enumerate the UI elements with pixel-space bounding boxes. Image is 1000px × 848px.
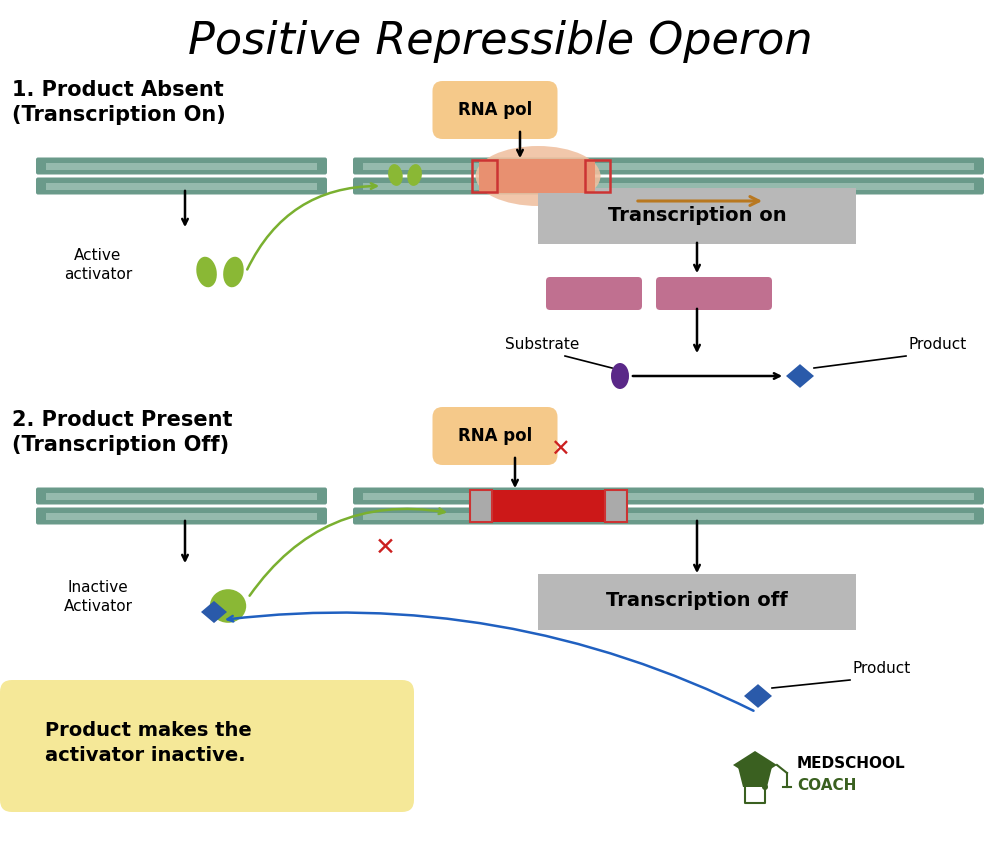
FancyBboxPatch shape — [470, 490, 620, 522]
FancyBboxPatch shape — [36, 488, 327, 505]
Text: Substrate: Substrate — [505, 337, 579, 352]
Text: Product: Product — [908, 337, 966, 352]
FancyBboxPatch shape — [353, 177, 984, 194]
FancyBboxPatch shape — [432, 407, 558, 465]
Text: Product: Product — [852, 661, 910, 676]
FancyBboxPatch shape — [353, 507, 984, 525]
Polygon shape — [738, 767, 772, 787]
FancyBboxPatch shape — [46, 512, 317, 520]
FancyBboxPatch shape — [363, 163, 974, 170]
Polygon shape — [733, 751, 777, 779]
FancyBboxPatch shape — [36, 177, 327, 194]
FancyBboxPatch shape — [538, 574, 856, 630]
Text: 1. Product Absent
(Transcription On): 1. Product Absent (Transcription On) — [12, 80, 226, 125]
Text: Active
activator: Active activator — [64, 248, 132, 282]
FancyBboxPatch shape — [46, 182, 317, 189]
Text: ✕: ✕ — [550, 438, 570, 462]
Text: ✕: ✕ — [374, 536, 396, 560]
Text: RNA pol: RNA pol — [458, 101, 532, 119]
FancyBboxPatch shape — [36, 507, 327, 525]
Text: COACH: COACH — [797, 778, 856, 793]
FancyBboxPatch shape — [432, 81, 558, 139]
FancyBboxPatch shape — [353, 158, 984, 175]
FancyBboxPatch shape — [363, 182, 974, 189]
Text: 2. Product Present
(Transcription Off): 2. Product Present (Transcription Off) — [12, 410, 232, 455]
FancyBboxPatch shape — [656, 277, 772, 310]
FancyBboxPatch shape — [46, 493, 317, 499]
Polygon shape — [201, 601, 227, 623]
Polygon shape — [744, 684, 772, 708]
FancyBboxPatch shape — [546, 277, 642, 310]
Text: Transcription on: Transcription on — [608, 205, 786, 225]
FancyBboxPatch shape — [353, 488, 984, 505]
Ellipse shape — [196, 257, 217, 287]
Polygon shape — [786, 364, 814, 388]
FancyBboxPatch shape — [363, 512, 974, 520]
FancyBboxPatch shape — [470, 490, 492, 522]
Text: RNA pol: RNA pol — [458, 427, 532, 445]
Ellipse shape — [388, 165, 403, 186]
Ellipse shape — [210, 589, 246, 622]
FancyBboxPatch shape — [538, 188, 856, 244]
FancyBboxPatch shape — [36, 158, 327, 175]
FancyBboxPatch shape — [0, 680, 414, 812]
Ellipse shape — [476, 146, 600, 206]
Circle shape — [762, 784, 768, 790]
FancyBboxPatch shape — [605, 490, 627, 522]
FancyBboxPatch shape — [479, 159, 595, 193]
Ellipse shape — [407, 165, 422, 186]
FancyBboxPatch shape — [363, 493, 974, 499]
Text: Transcription off: Transcription off — [606, 592, 788, 611]
Text: Product makes the
activator inactive.: Product makes the activator inactive. — [45, 721, 252, 765]
Text: Inactive
Activator: Inactive Activator — [64, 580, 132, 614]
FancyBboxPatch shape — [46, 163, 317, 170]
Text: MEDSCHOOL: MEDSCHOOL — [797, 756, 906, 771]
Ellipse shape — [223, 257, 244, 287]
Text: Positive Repressible Operon: Positive Repressible Operon — [188, 20, 812, 63]
Ellipse shape — [611, 363, 629, 389]
